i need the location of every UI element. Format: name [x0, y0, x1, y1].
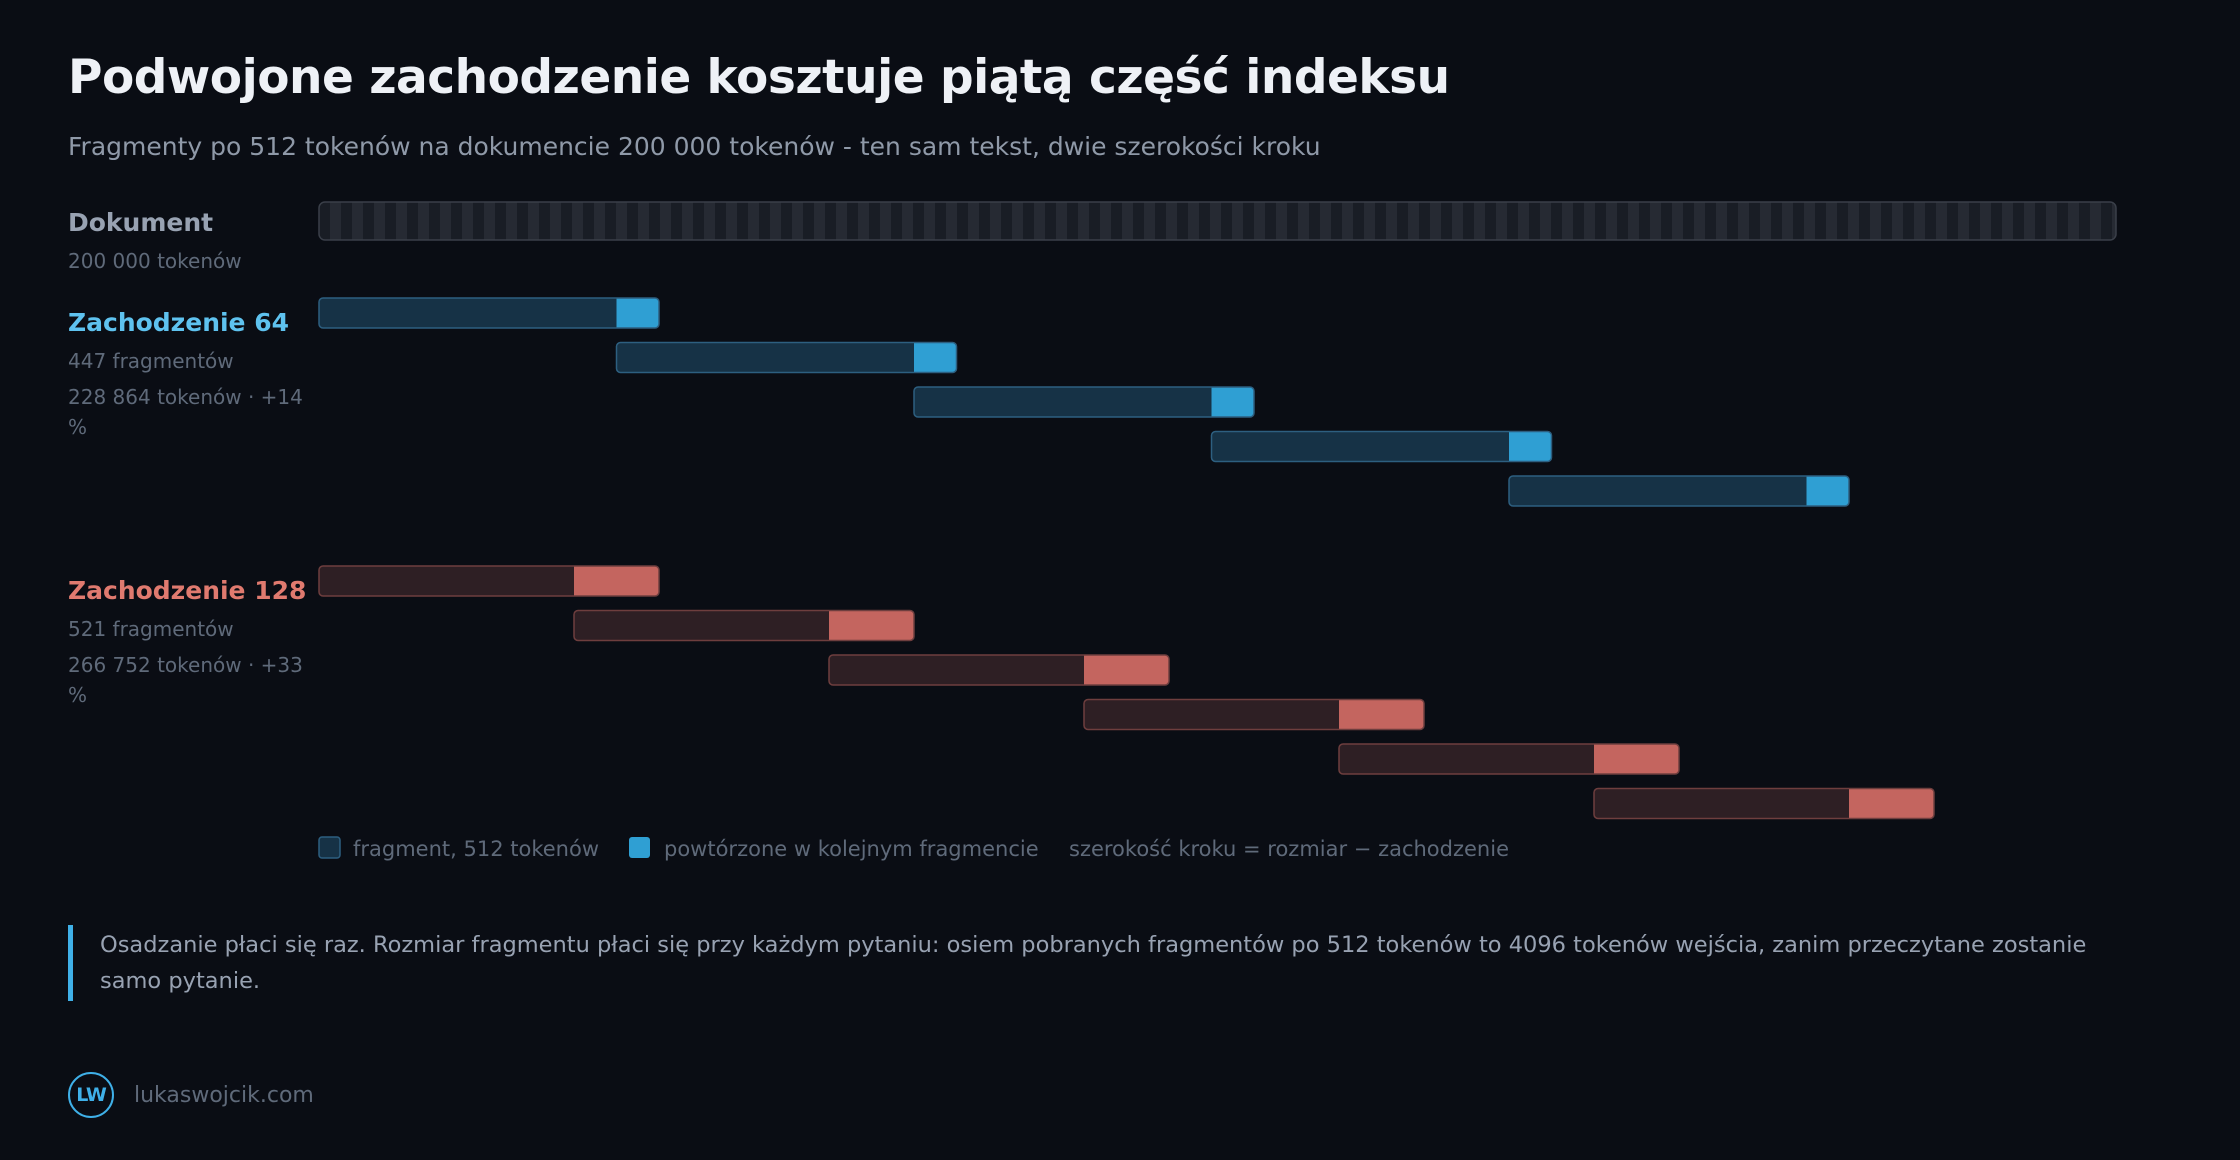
chunk-1-5: [1508, 475, 1850, 507]
chunk-overlap: [1084, 655, 1169, 685]
chunk-2-1: [318, 565, 660, 597]
chunk-outline: [1508, 475, 1850, 507]
chunk-outline: [1083, 698, 1425, 731]
chunk-2-5: [1338, 743, 1680, 775]
page-subtitle: Fragmenty po 512 tokenów na dokumencie 2…: [68, 132, 1321, 161]
chunk-outline: [1338, 743, 1680, 775]
brand-logo: LW: [68, 1072, 114, 1118]
chunk-outline: [573, 609, 915, 642]
row-1-tokens-unit: %: [68, 415, 87, 439]
chunk-body: [1211, 431, 1552, 462]
document-meta: 200 000 tokenów: [68, 249, 242, 273]
chunk-outline: [318, 297, 660, 329]
chunk-overlap: [574, 566, 659, 596]
row-2-tokens: 266 752 tokenów · +33: [68, 653, 303, 677]
callout-text: Osadzanie płaci się raz. Rozmiar fragmen…: [100, 932, 2087, 994]
legend-step-formula: szerokość kroku = rozmiar − zachodzenie: [1069, 837, 1509, 861]
chunk-1-2: [615, 341, 958, 374]
document-bar: [318, 201, 2117, 241]
chunk-overlap: [616, 298, 659, 328]
row-1-fragments: 447 fragmentów: [68, 349, 234, 373]
row-1-chunks: [318, 297, 1850, 507]
chunk-outline: [615, 341, 958, 374]
row-2-fragments: 521 fragmentów: [68, 617, 234, 641]
row-1-label: Zachodzenie 64: [68, 308, 289, 337]
chunk-2-3: [828, 654, 1170, 686]
chunk-overlap: [1594, 744, 1679, 774]
chunk-overlap: [1211, 387, 1254, 417]
row-1-tokens: 228 864 tokenów · +14: [68, 385, 303, 409]
chunk-outline: [913, 386, 1255, 418]
chunk-2-2: [573, 609, 915, 642]
chunk-overlap: [1339, 699, 1424, 730]
callout-note: Osadzanie płaci się raz. Rozmiar fragmen…: [68, 925, 2128, 1001]
legend-fragment-label: fragment, 512 tokenów: [353, 837, 599, 861]
chunk-overlap: [1509, 431, 1552, 462]
footer: LW lukaswojcik.com: [68, 1072, 314, 1118]
chunk-overlap: [1849, 788, 1934, 819]
chunk-overlap: [829, 610, 914, 641]
row-2-label: Zachodzenie 128: [68, 576, 306, 605]
chunk-outline: [828, 654, 1170, 686]
overlap-diagram: Dokument 200 000 tokenów Zachodzenie 64 …: [68, 201, 2117, 861]
chunk-outline: [1210, 430, 1553, 463]
document-token-strip: [318, 201, 2117, 241]
chunk-1-4: [1210, 430, 1553, 463]
chunk-body: [1509, 476, 1849, 506]
chunk-2-4: [1083, 698, 1425, 731]
row-2-tokens-unit: %: [68, 683, 87, 707]
chunk-body: [914, 387, 1254, 417]
chunk-1-1: [318, 297, 660, 329]
chunk-overlap: [914, 342, 957, 373]
legend-fragment-swatch: [318, 836, 341, 859]
row-2-chunks: [318, 565, 1935, 820]
site-link[interactable]: lukaswojcik.com: [134, 1082, 314, 1108]
document-label: Dokument: [68, 208, 213, 237]
chunk-1-3: [913, 386, 1255, 418]
chunk-overlap: [1806, 476, 1849, 506]
legend-overlap-label: powtórzone w kolejnym fragmencie: [664, 837, 1039, 861]
page-title: Podwojone zachodzenie kosztuje piątą czę…: [68, 50, 1450, 105]
chunk-outline: [318, 565, 660, 597]
chunk-body: [319, 298, 659, 328]
chunk-outline: [1593, 787, 1935, 820]
chunk-body: [616, 342, 957, 373]
chunk-2-6: [1593, 787, 1935, 820]
legend-overlap-swatch: [629, 837, 650, 858]
